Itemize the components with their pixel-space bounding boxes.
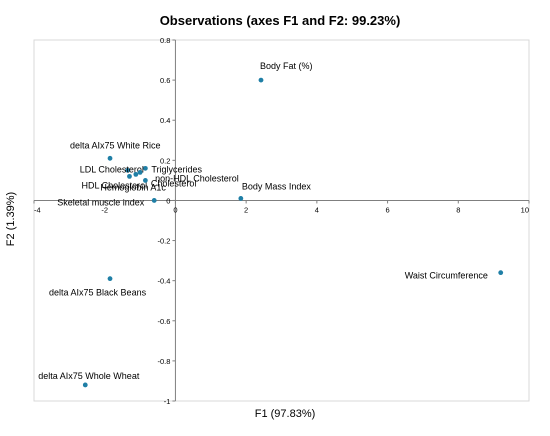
x-tick-label: 10	[521, 205, 529, 214]
data-point-label: HDL Cholesterol	[81, 180, 147, 190]
plot-area-border	[33, 39, 530, 402]
data-point-label: delta AIx75 Whole Wheat	[38, 371, 140, 381]
y-tick-label: 0.4	[160, 116, 170, 125]
y-tick-label: 0	[166, 196, 170, 205]
x-tick-label: -2	[101, 205, 108, 214]
x-tick-label: 0	[173, 205, 177, 214]
data-point	[238, 196, 244, 201]
y-axis-title: F2 (1.39%)	[5, 192, 17, 246]
data-point-label: Body Fat (%)	[260, 61, 313, 71]
axes-layer: -4 -2 0 2 4 6 8 10 -1 -0.8 -0.6 -0.4 -0.2 0 0.2 0.4 0.6 0…	[33, 36, 530, 406]
data-point	[137, 169, 143, 175]
y-tick-label: -0.6	[157, 317, 170, 326]
data-point	[142, 177, 148, 183]
marks-layer: Body Fat (%) delta AIx75 White Rice Trigly…	[38, 61, 504, 388]
y-tick-label: -1	[164, 397, 171, 406]
data-point	[498, 270, 504, 276]
data-point-label: delta AIx75 Black Beans	[49, 288, 147, 298]
data-point	[151, 198, 157, 203]
data-point-label: Body Mass Index	[242, 181, 312, 191]
data-point-label: Waist Circumference	[405, 271, 488, 281]
data-point-label: Skeletal muscle index	[57, 197, 145, 207]
data-point-label: Triglycerides	[151, 164, 202, 174]
y-tick-label: 0.6	[160, 76, 170, 85]
data-point-label: Cholesterol	[151, 178, 197, 188]
data-point-label: Hemoglobin A1c	[100, 182, 166, 192]
y-tick-label: -0.2	[157, 237, 170, 246]
data-point	[258, 77, 264, 83]
x-tick-label: -4	[34, 205, 41, 214]
data-point	[82, 382, 88, 388]
y-tick-label: 0.2	[160, 156, 170, 165]
data-point	[127, 173, 132, 179]
data-point	[107, 155, 113, 161]
data-point-label: LDL Cholesterol	[80, 164, 144, 174]
data-point-label: delta AIx75 White Rice	[70, 140, 161, 150]
chart-title: Observations (axes F1 and F2: 99.23%)	[160, 13, 401, 28]
y-tick-label: -0.8	[157, 357, 170, 366]
data-point	[133, 171, 139, 177]
data-point-label: non-HDL Cholesterol	[155, 173, 239, 183]
x-tick-label: 8	[456, 205, 460, 214]
y-tick-label: -0.4	[157, 277, 170, 286]
data-point	[107, 276, 113, 282]
x-tick-label: 4	[315, 205, 319, 214]
x-tick-label: 2	[244, 205, 248, 214]
x-tick-label: 6	[385, 205, 389, 214]
data-point	[142, 165, 148, 171]
x-axis-title: F1 (97.83%)	[255, 408, 316, 420]
y-tick-label: 0.8	[160, 36, 170, 45]
data-point	[125, 167, 131, 173]
